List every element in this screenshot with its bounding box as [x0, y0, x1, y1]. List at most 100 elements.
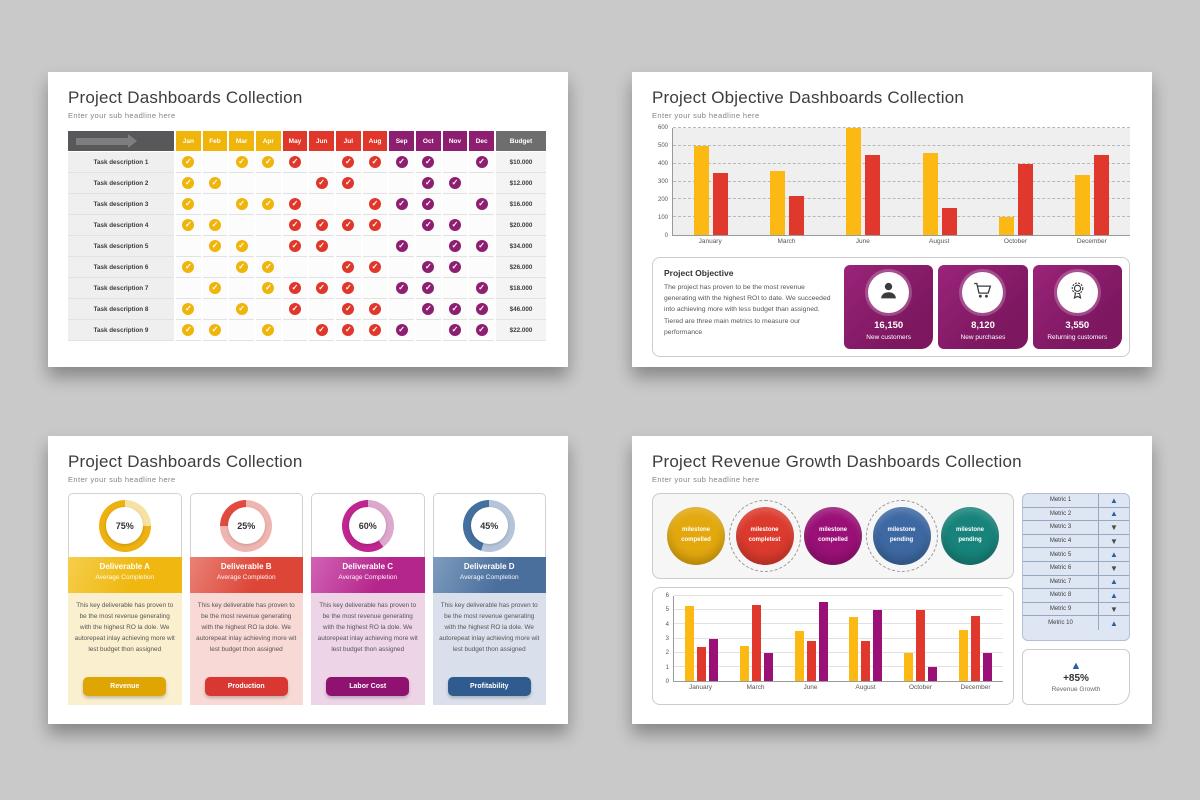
- deliverable-button[interactable]: Labor Cost: [326, 677, 410, 696]
- gridline: [673, 127, 1130, 128]
- page-subtitle: Enter your sub headline here: [68, 111, 176, 120]
- deliverable-description: This key deliverable has proven to be th…: [317, 602, 418, 653]
- check-cell: ✓: [309, 320, 334, 341]
- gridline: [674, 623, 1003, 625]
- y-tick-label: 600: [657, 125, 668, 131]
- check-icon: ✓: [315, 240, 328, 252]
- check-icon: ✓: [342, 177, 355, 189]
- check-icon: ✓: [475, 282, 488, 294]
- table-row: Task description 4 ✓ ✓ ✓ ✓ ✓ ✓ ✓ ✓ $20.000: [68, 215, 546, 236]
- check-icon: ✓: [422, 177, 435, 189]
- check-cell: [309, 299, 334, 320]
- budget-value: $22.000: [495, 320, 546, 341]
- donut-chart: 75%: [98, 499, 151, 552]
- check-icon: ✓: [475, 198, 488, 210]
- check-cell: ✓: [362, 299, 388, 320]
- check-icon: ✓: [475, 156, 488, 168]
- check-cell: ✓: [442, 173, 468, 194]
- y-tick-label: 200: [657, 197, 668, 204]
- check-icon: ✓: [182, 156, 195, 168]
- month-header-sep: Sep: [389, 131, 414, 151]
- check-cell: ✓: [202, 320, 228, 341]
- metric-label: New purchases: [960, 334, 1006, 341]
- slide-revenue-growth[interactable]: Project Revenue Growth Dashboards Collec…: [632, 436, 1152, 724]
- check-icon: ✓: [395, 156, 408, 168]
- check-cell: [309, 257, 334, 278]
- y-tick-label: 4: [665, 621, 669, 628]
- check-icon: ✓: [448, 219, 461, 231]
- check-cell: ✓: [282, 152, 308, 173]
- check-cell: [362, 173, 388, 194]
- milestone-label: milestone completest: [748, 527, 781, 543]
- y-tick-label: 1: [665, 664, 669, 671]
- check-cell: ✓: [255, 320, 281, 341]
- check-cell: ✓: [469, 152, 494, 173]
- check-cell: [389, 215, 414, 236]
- bar-group: [1054, 128, 1130, 235]
- check-icon: ✓: [422, 303, 435, 315]
- check-cell: ✓: [362, 194, 388, 215]
- check-cell: [202, 194, 228, 215]
- check-cell: [229, 278, 254, 299]
- task-label: Task description 2: [68, 173, 174, 194]
- check-cell: ✓: [229, 299, 254, 320]
- check-icon: ✓: [208, 219, 221, 231]
- series-red-bar: [751, 604, 761, 681]
- deliverable-card: 25% Deliverable B Average Completion This k…: [189, 493, 303, 705]
- check-cell: ✓: [255, 194, 281, 215]
- check-cell: ✓: [309, 173, 334, 194]
- table-row: Task description 3 ✓ ✓ ✓ ✓ ✓ ✓ ✓ ✓ $16.000: [68, 194, 546, 215]
- y-tick-label: 0: [665, 679, 669, 685]
- series-yellow-bar: [794, 631, 804, 681]
- month-header-nov: Nov: [442, 131, 468, 151]
- check-icon: ✓: [342, 261, 355, 273]
- slide-project-dashboards[interactable]: Project Dashboards Collection Enter your…: [48, 72, 568, 367]
- series-yellow-bar: [959, 630, 969, 681]
- deliverable-name: Deliverable D: [463, 562, 515, 571]
- milestone: milestone pending: [941, 507, 999, 565]
- metric-icon-circle: [868, 272, 910, 313]
- donut-section: 60%: [311, 493, 425, 557]
- deliverable-button[interactable]: Production: [204, 677, 288, 696]
- milestone-label: milestone compelled: [818, 527, 848, 543]
- deliverable-button[interactable]: Profitability: [447, 677, 531, 696]
- slide-project-objective[interactable]: Project Objective Dashboards Collection …: [632, 72, 1152, 367]
- budget-value: $10.000: [495, 152, 546, 173]
- check-cell: ✓: [469, 236, 494, 257]
- check-cell: [389, 257, 414, 278]
- check-cell: ✓: [362, 257, 388, 278]
- metric-row: Metric 9 ▼: [1023, 602, 1129, 617]
- check-cell: ✓: [229, 194, 254, 215]
- check-cell: ✓: [309, 236, 334, 257]
- metric-row: Metric 5 ▲: [1023, 548, 1129, 562]
- check-cell: ✓: [282, 236, 308, 257]
- check-icon: ✓: [315, 219, 328, 231]
- deliverable-button[interactable]: Revenue: [83, 677, 167, 696]
- table-row: Task description 6 ✓ ✓ ✓ ✓ ✓ ✓ ✓ $26.000: [68, 257, 546, 278]
- table-row: Task description 5 ✓ ✓ ✓ ✓ ✓ ✓ ✓ $34.000: [68, 236, 546, 257]
- slide-deliverables-dashboards[interactable]: Project Dashboards Collection Enter your…: [48, 436, 568, 724]
- check-icon: ✓: [368, 198, 381, 210]
- check-icon: ✓: [422, 198, 435, 210]
- check-cell: ✓: [309, 278, 334, 299]
- check-cell: ✓: [229, 152, 254, 173]
- deliverable-subtitle: Average Completion: [338, 574, 398, 581]
- check-icon: ✓: [235, 303, 248, 315]
- metric-name: Metric 5: [1023, 548, 1099, 561]
- check-icon: ✓: [262, 282, 275, 294]
- check-cell: ✓: [202, 173, 228, 194]
- objective-bar-chart: 0 100 200 300 400 500 600 January March June Augu…: [652, 125, 1130, 245]
- check-icon: ✓: [288, 156, 301, 168]
- milestone: milestone compelled: [804, 507, 862, 565]
- series-yellow-bar: [739, 645, 749, 681]
- growth-value: +85%: [1063, 673, 1089, 684]
- check-icon: ✓: [182, 261, 195, 273]
- task-label: Task description 1: [68, 152, 174, 173]
- check-icon: ✓: [368, 261, 381, 273]
- task-label: Task description 5: [68, 236, 174, 257]
- x-tick-label: January: [698, 238, 722, 245]
- check-cell: ✓: [469, 320, 494, 341]
- gridline: [674, 609, 1003, 611]
- check-cell: ✓: [469, 278, 494, 299]
- check-icon: ✓: [422, 282, 435, 294]
